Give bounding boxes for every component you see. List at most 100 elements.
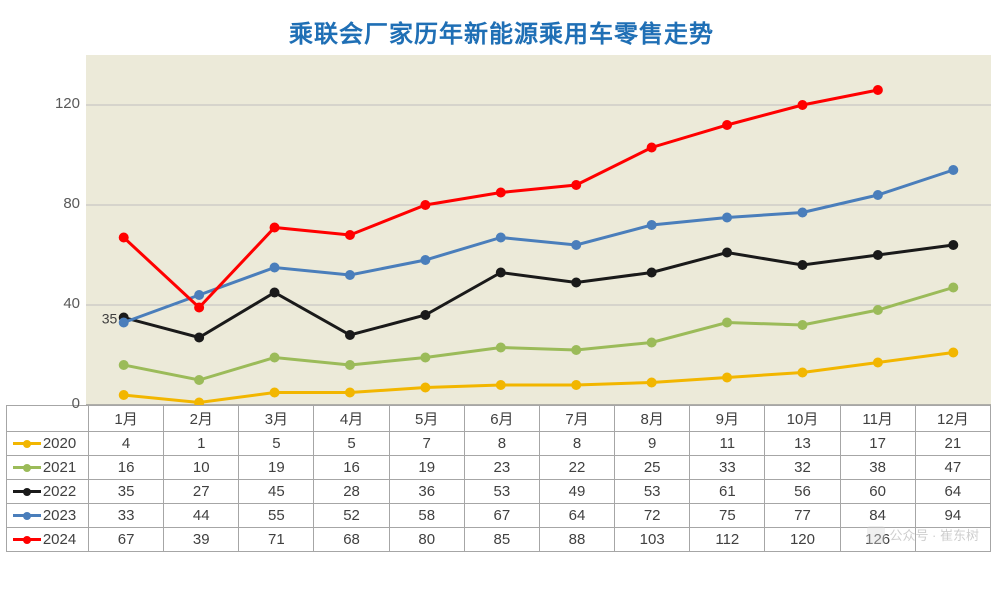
series-marker (270, 263, 280, 273)
series-marker (873, 85, 883, 95)
series-marker (119, 390, 129, 400)
data-cell: 5 (239, 432, 314, 456)
data-cell: 32 (765, 456, 840, 480)
series-marker (270, 353, 280, 363)
data-cell: 5 (314, 432, 389, 456)
month-header: 5月 (389, 406, 464, 432)
data-cell: 33 (89, 504, 164, 528)
series-marker (571, 380, 581, 390)
series-marker (119, 360, 129, 370)
series-marker (345, 330, 355, 340)
data-cell: 49 (539, 480, 614, 504)
data-cell: 27 (164, 480, 239, 504)
table-row: 2021161019161923222533323847 (7, 456, 991, 480)
series-marker (345, 230, 355, 240)
legend-cell-2023: 2023 (7, 504, 89, 528)
legend-label: 2024 (43, 531, 76, 548)
series-marker (873, 250, 883, 260)
legend-label: 2023 (43, 507, 76, 524)
series-marker (797, 320, 807, 330)
data-cell: 45 (239, 480, 314, 504)
data-cell: 38 (840, 456, 915, 480)
table-row: 2023334455525867647275778494 (7, 504, 991, 528)
data-cell: 88 (539, 528, 614, 552)
month-header: 12月 (915, 406, 990, 432)
data-cell: 84 (840, 504, 915, 528)
month-header: 1月 (89, 406, 164, 432)
data-cell: 8 (539, 432, 614, 456)
series-marker (496, 233, 506, 243)
series-marker (345, 388, 355, 398)
data-cell: 1 (164, 432, 239, 456)
data-cell: 19 (389, 456, 464, 480)
series-marker (647, 338, 657, 348)
series-marker (647, 378, 657, 388)
data-cell: 56 (765, 480, 840, 504)
legend-cell-2024: 2024 (7, 528, 89, 552)
data-cell: 53 (464, 480, 539, 504)
series-marker (948, 240, 958, 250)
y-tick-label: 120 (46, 95, 80, 112)
data-cell: 61 (690, 480, 765, 504)
series-marker (345, 270, 355, 280)
series-marker (270, 388, 280, 398)
series-marker (647, 220, 657, 230)
series-marker (420, 353, 430, 363)
series-marker (647, 143, 657, 153)
series-marker (571, 240, 581, 250)
series-marker (119, 318, 129, 328)
series-marker (270, 288, 280, 298)
series-marker (119, 233, 129, 243)
series-marker (948, 283, 958, 293)
data-cell: 7 (389, 432, 464, 456)
data-table: 1月2月3月4月5月6月7月8月9月10月11月12月2020415578891… (6, 405, 991, 552)
line-chart-svg: 35 (86, 55, 991, 405)
data-cell: 64 (915, 480, 990, 504)
data-cell: 75 (690, 504, 765, 528)
month-header: 2月 (164, 406, 239, 432)
data-cell: 44 (164, 504, 239, 528)
data-cell: 19 (239, 456, 314, 480)
month-header: 10月 (765, 406, 840, 432)
data-cell: 55 (239, 504, 314, 528)
series-marker (873, 305, 883, 315)
legend-label: 2021 (43, 459, 76, 476)
data-cell: 71 (239, 528, 314, 552)
data-cell: 4 (89, 432, 164, 456)
series-marker (722, 373, 732, 383)
series-marker (496, 380, 506, 390)
data-cell: 58 (389, 504, 464, 528)
y-tick-label: 0 (46, 395, 80, 412)
month-header: 6月 (464, 406, 539, 432)
data-cell: 9 (615, 432, 690, 456)
month-header: 8月 (615, 406, 690, 432)
series-marker (194, 290, 204, 300)
series-marker (194, 303, 204, 313)
data-cell: 22 (539, 456, 614, 480)
data-cell: 72 (615, 504, 690, 528)
data-cell: 53 (615, 480, 690, 504)
legend-swatch (13, 490, 41, 493)
chart-container: 乘联会厂家历年新能源乘用车零售走势 0408012035 1月2月3月4月5月6… (0, 0, 1003, 598)
data-cell: 36 (389, 480, 464, 504)
legend-swatch (13, 442, 41, 445)
month-header: 3月 (239, 406, 314, 432)
data-cell: 85 (464, 528, 539, 552)
series-marker (722, 213, 732, 223)
series-marker (722, 248, 732, 258)
series-marker (647, 268, 657, 278)
legend-label: 2020 (43, 435, 76, 452)
data-cell: 52 (314, 504, 389, 528)
series-marker (797, 260, 807, 270)
data-cell: 60 (840, 480, 915, 504)
series-marker (496, 188, 506, 198)
series-marker (797, 100, 807, 110)
table-row: 20204155788911131721 (7, 432, 991, 456)
data-cell (915, 528, 990, 552)
data-cell: 16 (314, 456, 389, 480)
legend-swatch (13, 466, 41, 469)
data-table-area: 1月2月3月4月5月6月7月8月9月10月11月12月2020415578891… (6, 405, 991, 552)
data-cell: 94 (915, 504, 990, 528)
data-cell: 68 (314, 528, 389, 552)
month-header: 4月 (314, 406, 389, 432)
